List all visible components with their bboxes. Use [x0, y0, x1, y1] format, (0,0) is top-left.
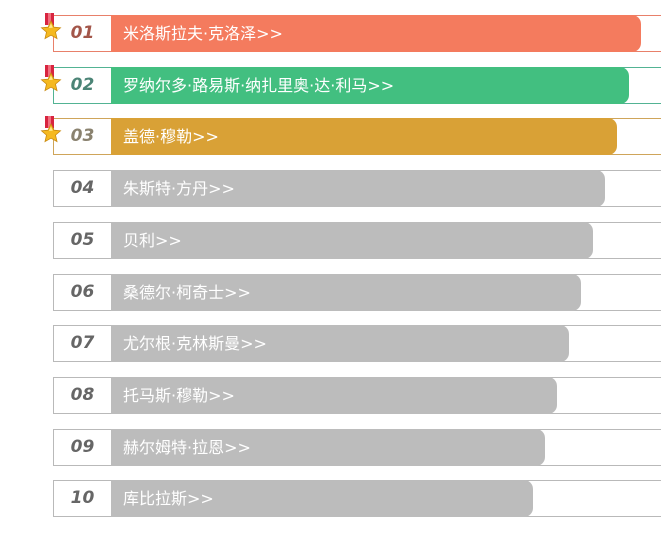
rank-number: 02 — [70, 75, 95, 95]
ranking-row: 06 桑德尔·柯奇士>> — [53, 274, 661, 311]
ranking-row: 09 赫尔姆特·拉恩>> — [53, 429, 661, 466]
player-name-bar[interactable]: 罗纳尔多·路易斯·纳扎里奥·达·利马>> — [111, 67, 629, 104]
rank-number: 08 — [70, 385, 95, 405]
ranking-row: 08 托马斯·穆勒>> — [53, 377, 661, 414]
rank-number: 01 — [70, 23, 95, 43]
player-name-bar[interactable]: 尤尔根·克林斯曼>> — [111, 325, 569, 362]
player-name-bar[interactable]: 赫尔姆特·拉恩>> — [111, 429, 545, 466]
ranking-row: 07 尤尔根·克林斯曼>> — [53, 325, 661, 362]
ranking-row: 04 朱斯特·方丹>> — [53, 170, 661, 207]
rank-number: 07 — [70, 333, 95, 353]
ranking-row: 02 罗纳尔多·路易斯·纳扎里奥·达·利马>> — [40, 65, 661, 104]
rank-number: 04 — [70, 178, 95, 198]
player-name-bar[interactable]: 托马斯·穆勒>> — [111, 377, 557, 414]
player-name-bar[interactable]: 盖德·穆勒>> — [111, 118, 617, 155]
rank-number: 10 — [70, 488, 95, 508]
player-name-bar[interactable]: 米洛斯拉夫·克洛泽>> — [111, 15, 641, 52]
rank-number: 05 — [70, 230, 95, 250]
player-name-bar[interactable]: 朱斯特·方丹>> — [111, 170, 605, 207]
player-name-bar[interactable]: 库比拉斯>> — [111, 480, 533, 517]
rank-number: 06 — [70, 282, 95, 302]
ranking-row: 03 盖德·穆勒>> — [40, 116, 661, 155]
medal-star-icon — [40, 116, 62, 143]
medal-star-icon — [40, 65, 62, 92]
ranking-row: 10 库比拉斯>> — [53, 480, 661, 517]
medal-star-icon — [40, 13, 62, 40]
player-name-bar[interactable]: 贝利>> — [111, 222, 593, 259]
rank-number: 09 — [70, 437, 95, 457]
rank-number: 03 — [70, 126, 95, 146]
player-name-bar[interactable]: 桑德尔·柯奇士>> — [111, 274, 581, 311]
ranking-row: 01 米洛斯拉夫·克洛泽>> — [40, 13, 661, 52]
ranking-row: 05 贝利>> — [53, 222, 661, 259]
